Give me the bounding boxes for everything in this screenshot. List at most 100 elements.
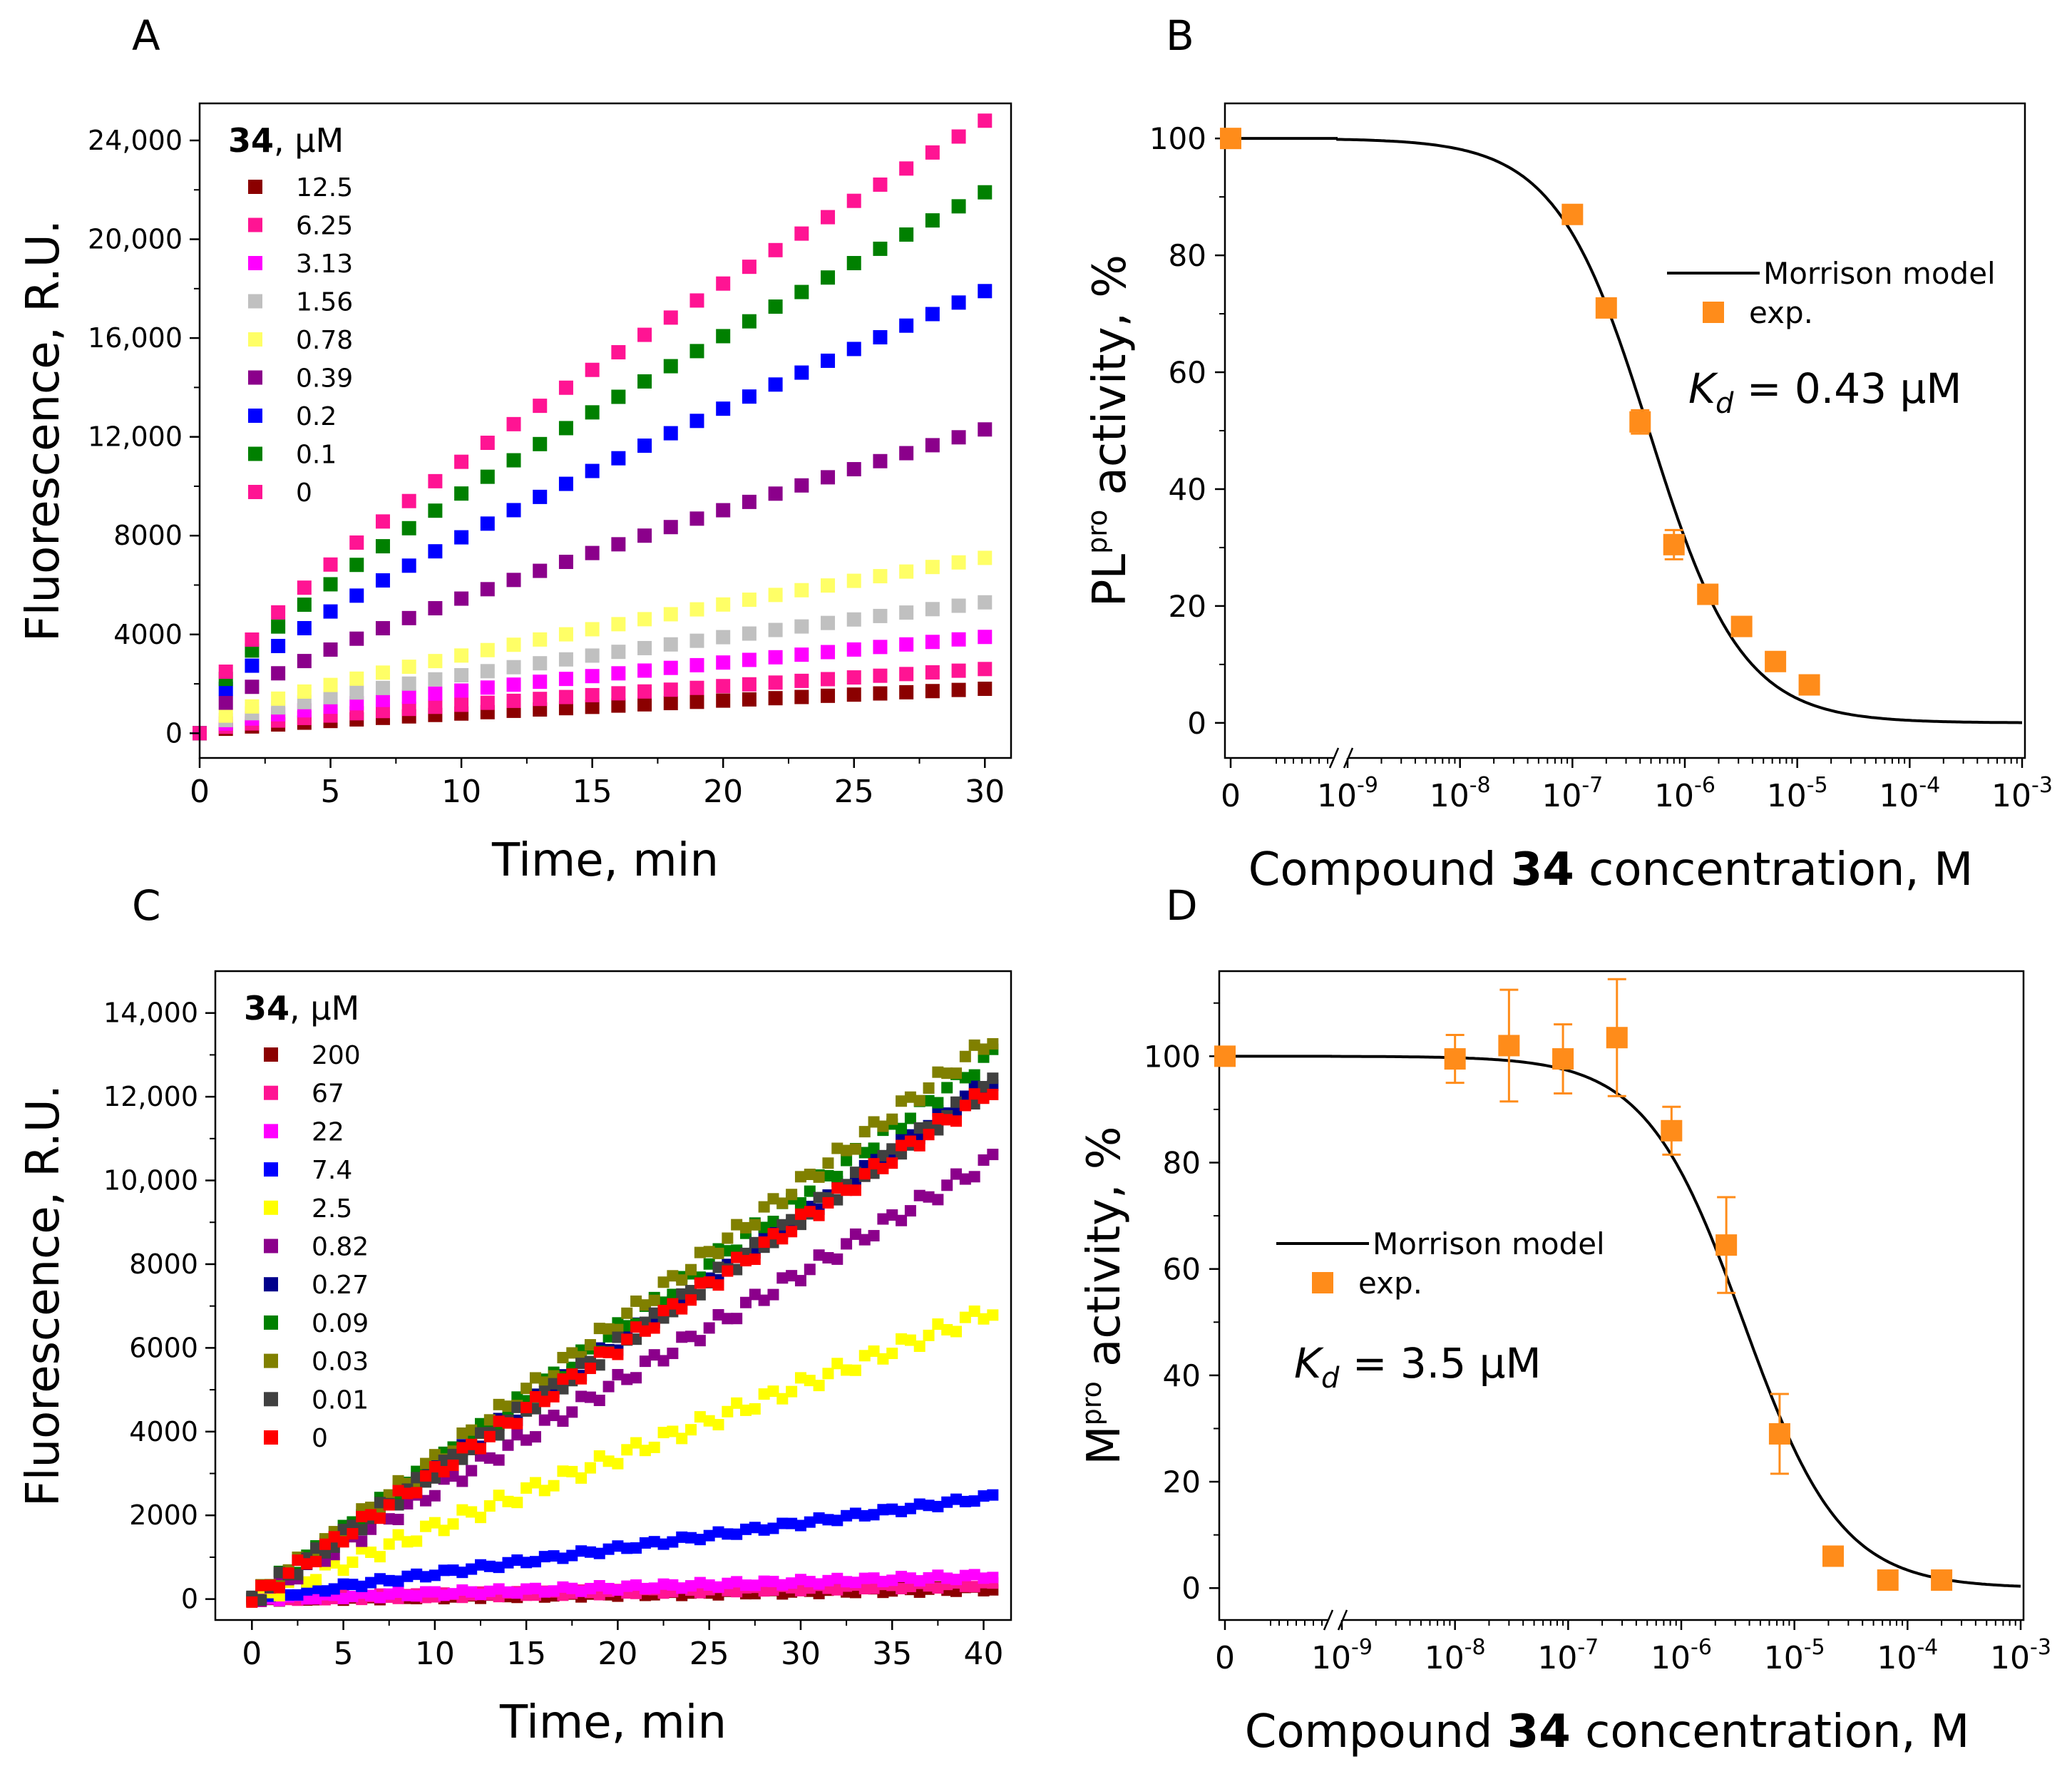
data-point (731, 1397, 743, 1409)
data-point (968, 1088, 980, 1100)
data-point (292, 1554, 304, 1567)
data-point (566, 1465, 578, 1477)
data-point (621, 1333, 633, 1345)
data-point (676, 1582, 688, 1594)
data-point (1561, 203, 1584, 225)
data-point (584, 1462, 596, 1474)
data-point (749, 1288, 761, 1301)
data-point (923, 1082, 935, 1094)
data-point (731, 1219, 743, 1231)
legend-marker (248, 217, 262, 232)
data-point (722, 1265, 734, 1277)
data-point (913, 1139, 925, 1152)
data-point (392, 1485, 404, 1497)
data-point (548, 1550, 560, 1562)
data-point (868, 1142, 880, 1154)
data-point (689, 680, 704, 695)
data-point (246, 1596, 258, 1608)
data-point (1663, 533, 1685, 555)
data-point (502, 1557, 514, 1569)
data-point (821, 470, 836, 485)
data-point (846, 462, 861, 477)
data-point (794, 478, 809, 493)
data-point (511, 1429, 523, 1441)
data-point (264, 1579, 276, 1591)
data-point (768, 377, 783, 392)
data-point (310, 1556, 322, 1568)
data-point (896, 1505, 908, 1517)
data-point (297, 684, 312, 699)
data-point (899, 667, 914, 682)
data-point (722, 1528, 734, 1540)
panel-letter: A (132, 11, 160, 60)
y-tick-label: 20 (1169, 589, 1206, 624)
data-point (548, 1480, 560, 1492)
data-point (483, 1430, 496, 1442)
data-point (978, 422, 993, 437)
y-tick-label: 4000 (113, 619, 183, 650)
data-point (612, 1457, 624, 1470)
data-point (557, 1373, 569, 1385)
data-point (538, 1395, 550, 1408)
data-point (667, 1298, 679, 1310)
data-point (904, 1112, 916, 1124)
data-point (868, 1582, 880, 1594)
data-point (480, 469, 495, 484)
data-point (722, 1405, 734, 1417)
data-point (585, 362, 600, 377)
data-point (529, 1477, 541, 1489)
y-axis-label: Fluorescence, R.U. (17, 1085, 70, 1507)
x-tick-label: 10-5 (1764, 1635, 1825, 1676)
data-point (663, 426, 678, 441)
data-point (978, 1490, 990, 1502)
data-point (593, 1589, 605, 1601)
legend-item: 1.56 (248, 288, 353, 317)
data-point (822, 1157, 834, 1169)
data-point (667, 1536, 679, 1548)
data-point (703, 1322, 715, 1334)
data-point (877, 1149, 889, 1162)
data-point (849, 1184, 861, 1196)
data-point (506, 453, 521, 468)
legend-label: 22 (312, 1117, 344, 1147)
data-point (941, 1067, 953, 1080)
data-point (611, 666, 626, 681)
x-tick-label: 10-8 (1425, 1635, 1486, 1676)
data-point (648, 1441, 660, 1453)
data-point (466, 1438, 478, 1450)
data-point (529, 1556, 541, 1568)
data-point (703, 1579, 715, 1591)
data-point (794, 647, 809, 662)
data-point (447, 1460, 459, 1472)
data-point (712, 1526, 724, 1538)
data-point (663, 682, 678, 697)
data-point (987, 1572, 999, 1584)
data-point (637, 640, 652, 655)
data-point (978, 284, 993, 299)
data-point (858, 1350, 871, 1362)
data-point (831, 1358, 843, 1370)
data-point (456, 1584, 468, 1596)
data-point (480, 664, 495, 679)
data-point (886, 1113, 898, 1125)
y-tick-label: 100 (1144, 1039, 1201, 1074)
data-point (245, 632, 260, 647)
data-point (1629, 411, 1651, 433)
data-point (786, 1385, 798, 1398)
data-point (401, 702, 416, 717)
data-point (630, 1579, 642, 1591)
data-point (694, 1411, 706, 1423)
data-point (904, 1502, 916, 1514)
data-point (849, 1507, 861, 1519)
data-point (502, 1400, 514, 1413)
data-point (663, 520, 678, 535)
legend-item: 0.27 (264, 1271, 369, 1300)
data-point (502, 1417, 514, 1429)
data-point (749, 1219, 761, 1231)
data-point (821, 270, 836, 285)
data-point (841, 1144, 853, 1157)
data-point (365, 1589, 377, 1601)
kd-annotation: Kd = 3.5 μM (1294, 1339, 1542, 1395)
data-point (575, 1373, 588, 1385)
data-point (456, 1453, 468, 1465)
